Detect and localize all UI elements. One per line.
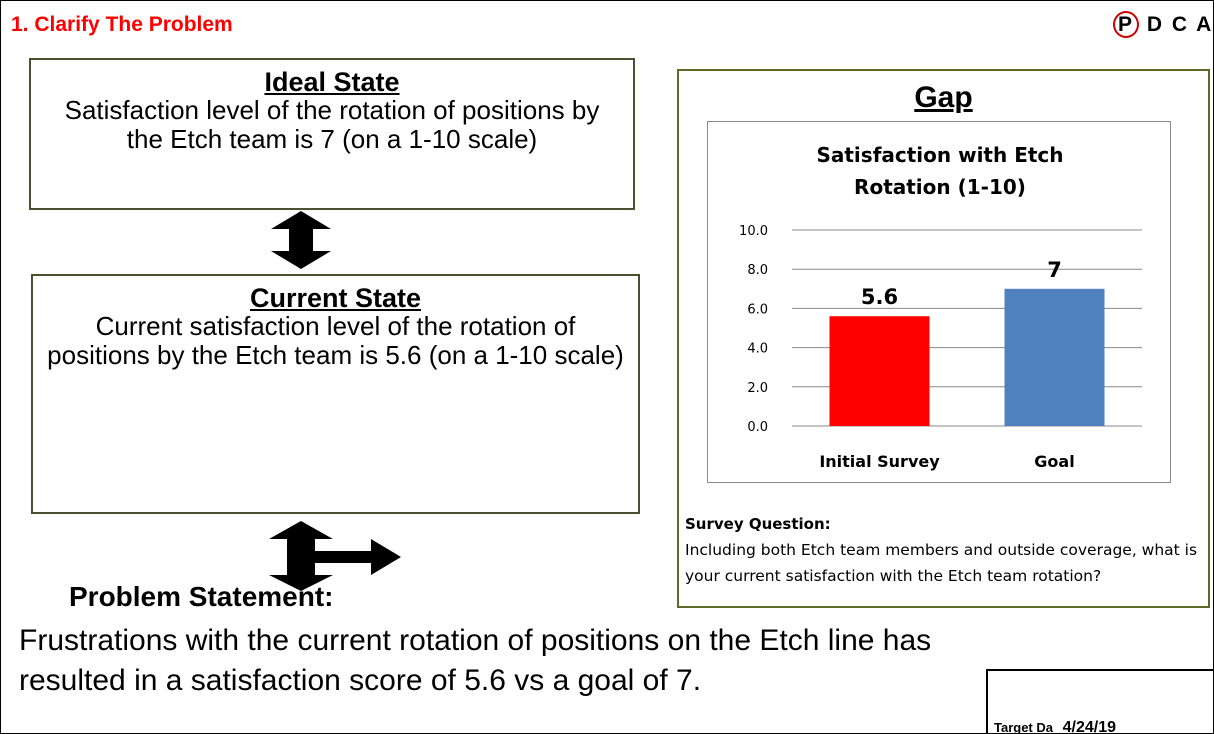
- target-label: Target Da: [994, 720, 1053, 734]
- gap-box: Gap Survey Question: Including both Etch…: [677, 69, 1210, 608]
- ideal-title: Ideal State: [264, 67, 400, 97]
- problem-title: Problem Statement:: [69, 581, 334, 612]
- current-title: Current State: [249, 283, 422, 313]
- pdca-step: D: [1146, 13, 1165, 36]
- chart-title: Satisfaction with Etch Rotation (1-10): [816, 143, 1063, 199]
- chart: Satisfaction with Etch Rotation (1-10) 0.0…: [707, 121, 1171, 483]
- y-tick-label: 4.0: [747, 342, 768, 357]
- y-tick-label: 0.0: [747, 420, 768, 435]
- data-label: 5.6: [861, 285, 898, 309]
- x-tick-label: Initial Survey: [819, 452, 940, 471]
- ideal-box: Ideal State Satisfaction level of the ro…: [29, 58, 635, 210]
- y-tick-label: 10.0: [739, 224, 768, 239]
- data-label: 7: [1047, 258, 1062, 282]
- pdca-step: C: [1171, 13, 1190, 36]
- gap-title: Gap: [914, 81, 973, 114]
- bar: [1004, 288, 1105, 426]
- pdca-step: A: [1196, 13, 1214, 36]
- pdca-current: P: [1113, 11, 1140, 38]
- branch-arrow: [269, 521, 401, 591]
- bar: [829, 316, 930, 426]
- problem-text: Frustrations with the current rotation o…: [19, 624, 932, 697]
- ideal-text: Satisfaction level of the rotation of po…: [64, 95, 600, 154]
- target-date: 4/24/19: [1062, 719, 1117, 734]
- header-title: 1. Clarify The Problem: [11, 13, 233, 36]
- y-tick-label: 6.0: [747, 302, 768, 317]
- survey-label: Survey Question:: [685, 515, 831, 533]
- target-box: Target Da 4/24/19: [986, 669, 1213, 734]
- survey-text: Including both Etch team members and out…: [685, 541, 1198, 585]
- target: Target Da 4/24/19: [994, 719, 1117, 734]
- y-tick-label: 2.0: [747, 381, 768, 396]
- current-text: Current satisfaction level of the rotati…: [47, 311, 624, 370]
- pdca: P D C A: [1113, 11, 1214, 38]
- current-box: Current State Current satisfaction level…: [31, 274, 640, 514]
- arrows: [269, 211, 401, 591]
- x-tick-label: Goal: [1034, 452, 1074, 471]
- double-arrow: [271, 211, 331, 269]
- y-tick-label: 8.0: [747, 263, 768, 278]
